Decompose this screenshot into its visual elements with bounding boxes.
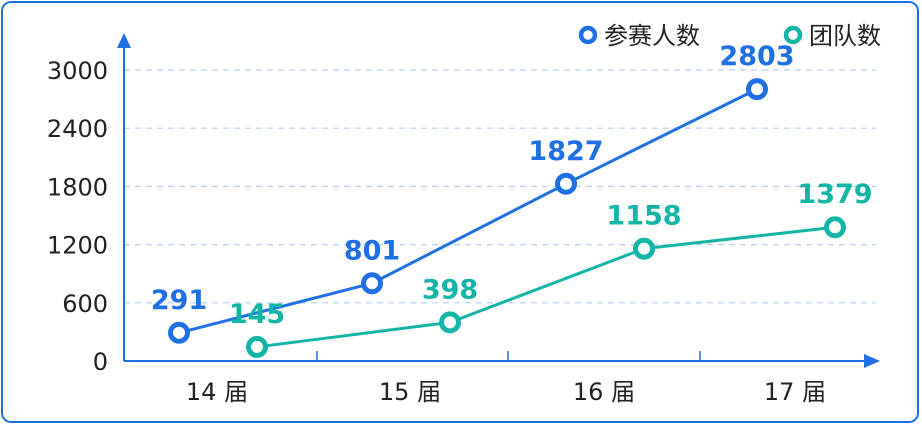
gridlines <box>124 69 876 304</box>
data-label: 145 <box>229 299 285 330</box>
x-tick-label: 15 届 <box>379 378 441 406</box>
x-tick-label: 14 届 <box>186 378 248 406</box>
legend-label: 团队数 <box>809 22 881 50</box>
y-tick-label: 2400 <box>47 115 108 143</box>
y-tick-label: 1800 <box>47 173 108 201</box>
axes <box>117 33 880 368</box>
data-label: 2803 <box>719 41 794 72</box>
legend-label: 参赛人数 <box>604 22 700 50</box>
data-label: 1158 <box>606 201 681 232</box>
y-tick-label: 1200 <box>47 232 108 260</box>
data-label: 398 <box>422 274 478 305</box>
x-tick-labels: 14 届 15 届 16 届 17 届 <box>186 378 826 406</box>
data-point <box>824 216 846 239</box>
y-axis-arrow <box>117 33 131 48</box>
x-axis-arrow <box>864 354 880 368</box>
data-label: 291 <box>151 285 207 316</box>
data-point <box>246 335 268 358</box>
data-label: 801 <box>344 235 400 266</box>
data-point <box>633 237 655 260</box>
data-point <box>746 78 768 101</box>
series-layer: 291 801 1827 2803 145 398 1158 1379 <box>151 41 873 358</box>
y-tick-labels: 0 600 1200 1800 2400 3000 <box>47 57 108 376</box>
legend: 参赛人数 团队数 <box>578 22 881 50</box>
data-point <box>439 311 461 334</box>
y-tick-label: 0 <box>93 348 108 376</box>
legend-marker <box>783 25 803 45</box>
legend-marker <box>578 25 598 45</box>
x-tick-label: 16 届 <box>573 378 635 406</box>
data-point <box>361 272 383 295</box>
y-tick-label: 600 <box>62 290 108 318</box>
y-tick-label: 3000 <box>47 57 108 85</box>
data-label: 1827 <box>528 136 603 167</box>
series-line <box>178 87 758 335</box>
series-line <box>256 225 836 349</box>
data-label: 1379 <box>797 179 872 210</box>
data-point <box>555 172 577 195</box>
x-tick-label: 17 届 <box>764 378 826 406</box>
data-point <box>168 321 190 344</box>
